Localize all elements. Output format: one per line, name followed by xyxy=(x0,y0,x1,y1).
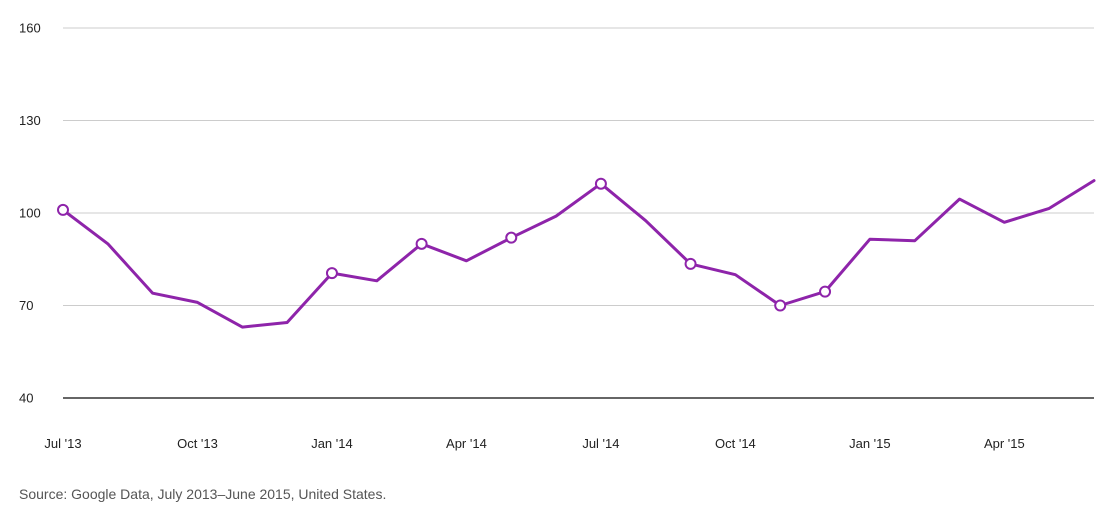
y-axis-ticks: 40 70 100 130 160 xyxy=(19,21,41,406)
series-line xyxy=(61,179,1096,329)
data-point-marker xyxy=(819,285,832,298)
source-note: Source: Google Data, July 2013–June 2015… xyxy=(19,486,387,502)
y-tick-label: 130 xyxy=(19,113,41,128)
data-point-marker xyxy=(594,177,607,190)
data-point-marker xyxy=(57,203,69,216)
x-tick-label: Apr '15 xyxy=(984,436,1025,451)
x-tick-label: Jul '14 xyxy=(582,436,619,451)
x-tick-label: Jan '15 xyxy=(849,436,891,451)
y-tick-label: 100 xyxy=(19,206,41,221)
data-points xyxy=(57,177,832,312)
data-point-marker xyxy=(325,267,338,280)
data-point-marker xyxy=(774,299,787,312)
data-point-marker xyxy=(415,237,428,250)
x-tick-label: Apr '14 xyxy=(446,436,487,451)
y-tick-label: 70 xyxy=(19,298,33,313)
series-line-group xyxy=(61,179,1096,329)
y-tick-label: 160 xyxy=(19,21,41,36)
x-axis-ticks: Jul '13 Oct '13 Jan '14 Apr '14 Jul '14 Oct '… xyxy=(44,436,1024,451)
x-tick-label: Jan '14 xyxy=(311,436,353,451)
y-tick-label: 40 xyxy=(19,391,33,406)
x-tick-label: Jul '13 xyxy=(44,436,81,451)
x-tick-label: Oct '14 xyxy=(715,436,756,451)
data-point-marker xyxy=(684,257,697,270)
grid-lines xyxy=(63,27,1094,399)
data-point-marker xyxy=(505,231,518,244)
x-tick-label: Oct '13 xyxy=(177,436,218,451)
line-chart: 40 70 100 130 160 Jul '13 Oct '13 Jan '14 Apr '… xyxy=(19,21,1096,451)
